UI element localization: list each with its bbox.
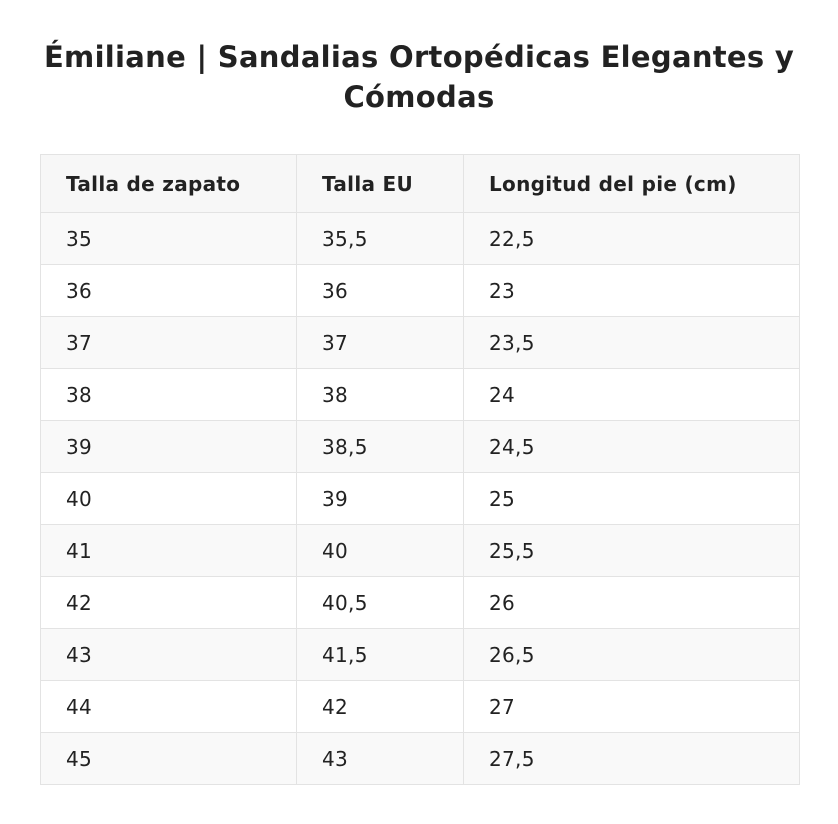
cell-eu-size: 38: [296, 368, 464, 421]
cell-eu-size: 35,5: [296, 212, 464, 265]
cell-eu-size: 40,5: [296, 576, 464, 629]
cell-foot-length: 27,5: [463, 732, 800, 785]
cell-eu-size: 43: [296, 732, 464, 785]
cell-shoe-size: 39: [40, 420, 297, 473]
header-talla-eu: Talla EU: [296, 154, 464, 213]
cell-shoe-size: 42: [40, 576, 297, 629]
cell-shoe-size: 45: [40, 732, 297, 785]
header-talla-de-zapato: Talla de zapato: [40, 154, 297, 213]
cell-foot-length: 24: [463, 368, 800, 421]
table-row: 39 38,5 24,5: [40, 420, 800, 473]
cell-shoe-size: 35: [40, 212, 297, 265]
cell-shoe-size: 40: [40, 472, 297, 525]
cell-eu-size: 37: [296, 316, 464, 369]
cell-eu-size: 36: [296, 264, 464, 317]
size-chart-table: Talla de zapato Talla EU Longitud del pi…: [40, 154, 800, 785]
cell-shoe-size: 38: [40, 368, 297, 421]
table-row: 44 42 27: [40, 680, 800, 733]
cell-eu-size: 39: [296, 472, 464, 525]
cell-shoe-size: 36: [40, 264, 297, 317]
table-row: 42 40,5 26: [40, 576, 800, 629]
cell-shoe-size: 37: [40, 316, 297, 369]
table-row: 37 37 23,5: [40, 316, 800, 369]
table-row: 41 40 25,5: [40, 524, 800, 577]
cell-shoe-size: 41: [40, 524, 297, 577]
header-row: Talla de zapato Talla EU Longitud del pi…: [40, 154, 800, 213]
table-row: 43 41,5 26,5: [40, 628, 800, 681]
table-row: 36 36 23: [40, 264, 800, 317]
page-title: Émiliane | Sandalias Ortopédicas Elegant…: [43, 40, 795, 114]
cell-foot-length: 26,5: [463, 628, 800, 681]
cell-foot-length: 27: [463, 680, 800, 733]
cell-eu-size: 38,5: [296, 420, 464, 473]
cell-foot-length: 23,5: [463, 316, 800, 369]
cell-foot-length: 25: [463, 472, 800, 525]
cell-foot-length: 25,5: [463, 524, 800, 577]
table-row: 45 43 27,5: [40, 732, 800, 785]
cell-shoe-size: 44: [40, 680, 297, 733]
table-row: 40 39 25: [40, 472, 800, 525]
table-header: Talla de zapato Talla EU Longitud del pi…: [40, 154, 800, 213]
cell-shoe-size: 43: [40, 628, 297, 681]
cell-foot-length: 24,5: [463, 420, 800, 473]
table-row: 35 35,5 22,5: [40, 212, 800, 265]
header-longitud-del-pie: Longitud del pie (cm): [463, 154, 800, 213]
cell-eu-size: 42: [296, 680, 464, 733]
cell-foot-length: 23: [463, 264, 800, 317]
cell-foot-length: 22,5: [463, 212, 800, 265]
table-row: 38 38 24: [40, 368, 800, 421]
cell-eu-size: 40: [296, 524, 464, 577]
cell-eu-size: 41,5: [296, 628, 464, 681]
cell-foot-length: 26: [463, 576, 800, 629]
table-body: 35 35,5 22,5 36 36 23 37 37 23,5 38 38 2…: [40, 212, 800, 785]
